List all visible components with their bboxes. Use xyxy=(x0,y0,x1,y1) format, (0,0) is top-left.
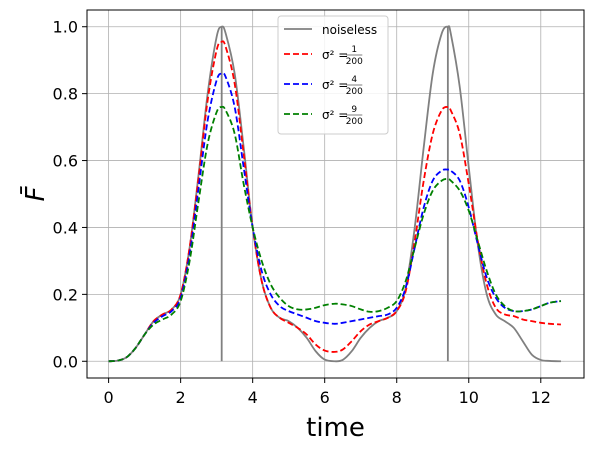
vertical-marker-lines xyxy=(220,26,449,362)
legend-box xyxy=(277,15,389,135)
legend-label-1: σ² = xyxy=(322,48,348,62)
legend-frac-num-3: 9 xyxy=(351,105,357,115)
y-axis-title: F̄ xyxy=(19,185,51,201)
legend-frac-num-2: 4 xyxy=(351,75,357,85)
y-axis-ticks: 0.0 0.2 0.4 0.6 0.8 1.0 xyxy=(53,18,87,371)
plot-frame xyxy=(86,9,585,379)
x-tick-label-5: 10 xyxy=(459,388,479,407)
x-tick-label-6: 12 xyxy=(531,388,551,407)
y-tick-label-0: 0.0 xyxy=(53,352,78,371)
x-tick-label-1: 2 xyxy=(176,388,186,407)
grid-lines xyxy=(87,10,584,378)
x-tick-label-4: 8 xyxy=(392,388,402,407)
x-tick-label-2: 4 xyxy=(248,388,258,407)
legend-frac-num-1: 1 xyxy=(351,45,357,55)
series-line-2 xyxy=(108,72,562,363)
x-axis-title: time xyxy=(306,413,365,443)
legend-label-3: σ² = xyxy=(322,108,348,122)
x-tick-label-0: 0 xyxy=(104,388,114,407)
legend-label-0: noiseless xyxy=(322,23,377,37)
y-tick-label-4: 0.8 xyxy=(53,85,78,104)
y-tick-label-1: 0.2 xyxy=(53,285,78,304)
legend-frac-den-3: 200 xyxy=(346,117,363,127)
y-tick-label-2: 0.4 xyxy=(53,218,78,237)
series-line-3 xyxy=(108,105,562,363)
legend-frac-den-1: 200 xyxy=(346,57,363,67)
legend-label-2: σ² = xyxy=(322,78,348,92)
x-tick-label-3: 6 xyxy=(320,388,330,407)
series-lines xyxy=(108,25,562,363)
y-tick-label-5: 1.0 xyxy=(53,18,78,37)
legend-frac-den-2: 200 xyxy=(346,87,363,97)
x-axis-ticks: 0 2 4 6 8 10 12 xyxy=(104,378,551,407)
y-tick-label-3: 0.6 xyxy=(53,152,78,171)
